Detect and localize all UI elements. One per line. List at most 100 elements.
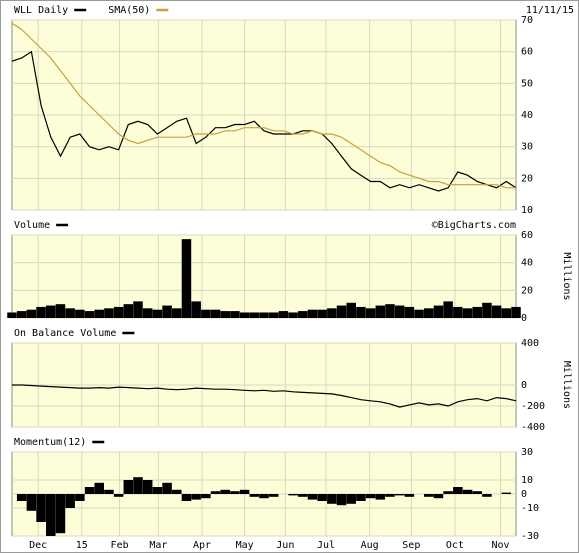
bar bbox=[482, 494, 492, 497]
bar bbox=[394, 494, 405, 496]
bar bbox=[210, 491, 221, 494]
bar bbox=[491, 305, 502, 318]
legend-label: Momentum(12) bbox=[14, 437, 86, 448]
bar bbox=[65, 494, 75, 508]
bar bbox=[142, 308, 153, 318]
y-tick-label: 20 bbox=[521, 173, 533, 184]
bar bbox=[239, 312, 250, 318]
bar bbox=[55, 304, 66, 318]
bar bbox=[172, 308, 182, 318]
bar bbox=[317, 494, 327, 501]
y-tick-label: 40 bbox=[521, 258, 533, 269]
bar bbox=[133, 301, 143, 318]
bar bbox=[268, 312, 279, 318]
bar bbox=[288, 312, 298, 318]
bar bbox=[220, 489, 230, 494]
bar bbox=[16, 311, 27, 318]
bar bbox=[7, 312, 17, 318]
y-tick-label: 40 bbox=[521, 110, 533, 121]
y-tick-label: 60 bbox=[521, 230, 533, 241]
y-tick-label: 10 bbox=[521, 205, 533, 216]
bar bbox=[75, 494, 85, 501]
y-tick-label: 400 bbox=[521, 338, 539, 349]
bar bbox=[501, 308, 512, 318]
bar bbox=[365, 308, 376, 318]
bar bbox=[84, 487, 95, 494]
bar bbox=[375, 305, 386, 318]
legend-label: SMA(50) bbox=[108, 5, 150, 16]
bar bbox=[365, 494, 376, 499]
bar bbox=[152, 487, 163, 494]
x-tick-label: Nov bbox=[491, 540, 509, 551]
y-tick-label: 60 bbox=[521, 47, 533, 58]
bar bbox=[113, 306, 124, 318]
bar bbox=[298, 494, 308, 497]
y-tick-label: 0 bbox=[521, 313, 527, 324]
bar bbox=[472, 491, 482, 494]
bar bbox=[375, 494, 386, 500]
y-tick-label: 0 bbox=[521, 380, 527, 391]
series-line bbox=[11, 50, 517, 192]
bar bbox=[26, 309, 37, 318]
legend-label: WLL Daily bbox=[14, 5, 68, 16]
x-tick-label: Jun bbox=[276, 540, 294, 551]
y-tick-label: -30 bbox=[521, 531, 539, 542]
bar bbox=[94, 482, 104, 494]
bar bbox=[307, 309, 318, 318]
bar bbox=[472, 306, 482, 318]
bar bbox=[394, 305, 405, 318]
bar bbox=[220, 311, 230, 318]
bar bbox=[65, 308, 75, 318]
bar bbox=[501, 492, 512, 494]
bar bbox=[36, 306, 46, 318]
x-tick-label: May bbox=[236, 540, 254, 551]
bar bbox=[46, 494, 56, 536]
x-tick-label: Oct bbox=[446, 540, 464, 551]
credit: ©BigCharts.com bbox=[432, 220, 516, 231]
y-tick-label: -10 bbox=[521, 503, 539, 514]
bar bbox=[181, 239, 192, 318]
bar bbox=[336, 494, 347, 506]
bar bbox=[191, 494, 201, 500]
bar bbox=[152, 309, 163, 318]
bar bbox=[113, 494, 124, 497]
bar bbox=[46, 305, 56, 318]
y-axis-label: Millions bbox=[561, 361, 572, 409]
bar bbox=[288, 494, 298, 496]
bar bbox=[172, 489, 182, 494]
y-tick-label: 50 bbox=[521, 78, 533, 89]
bar bbox=[404, 306, 415, 318]
bar bbox=[327, 308, 337, 318]
bar bbox=[239, 489, 250, 494]
bar bbox=[162, 305, 172, 318]
bar bbox=[424, 494, 434, 497]
bar bbox=[133, 477, 143, 494]
bar bbox=[26, 494, 37, 511]
x-tick-label: Sep bbox=[402, 540, 420, 551]
bar bbox=[249, 312, 260, 318]
bar bbox=[268, 494, 279, 497]
bar bbox=[230, 311, 240, 318]
bar bbox=[230, 491, 240, 494]
bar bbox=[346, 302, 356, 318]
bar bbox=[162, 482, 172, 494]
bar bbox=[385, 304, 395, 318]
y-tick-label: 10 bbox=[521, 475, 533, 486]
bar bbox=[307, 494, 318, 500]
legend-label: On Balance Volume bbox=[14, 328, 116, 339]
bar bbox=[433, 305, 444, 318]
bar bbox=[75, 309, 85, 318]
bar bbox=[482, 302, 492, 318]
bar bbox=[327, 494, 337, 504]
bar bbox=[336, 305, 347, 318]
bar bbox=[201, 494, 211, 499]
bar bbox=[346, 494, 356, 504]
x-tick-label: Feb bbox=[111, 540, 129, 551]
x-tick-label: 15 bbox=[76, 540, 88, 551]
bar bbox=[84, 311, 95, 318]
legend-label: Volume bbox=[14, 220, 50, 231]
bar bbox=[414, 309, 424, 318]
y-tick-label: -200 bbox=[521, 401, 545, 412]
